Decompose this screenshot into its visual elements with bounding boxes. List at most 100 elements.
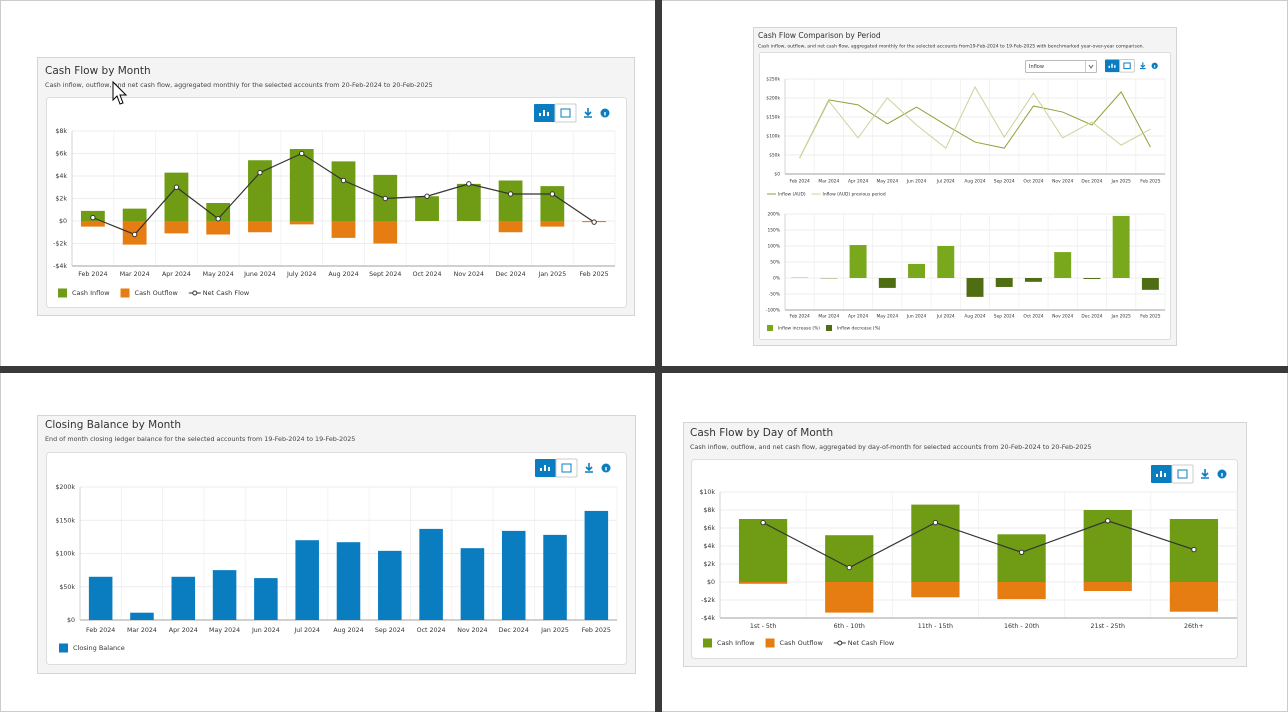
point [932, 519, 939, 526]
table-view-button[interactable] [1171, 464, 1194, 484]
x-tick-label: May 2024 [203, 271, 234, 278]
y-tick-label: 150% [767, 228, 780, 234]
point [424, 193, 430, 199]
bar [738, 582, 788, 584]
bar [738, 519, 788, 582]
panel-subtitle: End of month closing ledger balance for … [45, 435, 355, 443]
y-tick-label: $200k [55, 484, 75, 491]
legend-label: Closing Balance [73, 644, 125, 652]
table-view-button[interactable] [554, 103, 577, 123]
bar [164, 221, 189, 234]
y-tick-label: $6k [55, 151, 67, 158]
bar [825, 582, 874, 613]
bar [1083, 582, 1132, 591]
legend-swatch [826, 325, 833, 331]
y-tick-label: $8k [703, 507, 715, 514]
point [549, 191, 556, 197]
legend-swatch [703, 638, 712, 648]
line [799, 91, 1151, 159]
bar [911, 504, 960, 582]
point [1018, 549, 1025, 555]
x-tick-label: Mar 2024 [127, 627, 157, 634]
x-tick-label: Dec 2024 [1081, 179, 1102, 185]
table-view-button[interactable] [555, 458, 578, 478]
download-button[interactable] [1140, 62, 1146, 70]
icon [547, 112, 549, 116]
legend-swatch [58, 288, 67, 298]
icon [1156, 474, 1158, 477]
x-tick-label: Aug 2024 [333, 627, 363, 634]
point [1191, 546, 1197, 553]
x-tick-label: Apr 2024 [169, 627, 198, 634]
y-tick-label: $10k [699, 489, 715, 496]
bar [1112, 215, 1130, 278]
y-tick-label: $50k [769, 153, 780, 159]
legend-label: Inflow (AUD) previous period [823, 192, 886, 198]
mouse-cursor [112, 80, 128, 105]
y-tick-label: -$4k [701, 615, 715, 622]
bar [254, 578, 278, 620]
icon [1160, 471, 1162, 477]
legend-swatch [59, 643, 68, 653]
bar [501, 530, 526, 620]
icon [540, 468, 542, 471]
x-tick-label: Mar 2024 [818, 314, 839, 320]
point [173, 184, 180, 190]
x-tick-label: Feb 2024 [789, 314, 810, 320]
point [340, 177, 347, 184]
bar [1169, 582, 1219, 612]
download-button[interactable] [584, 108, 592, 118]
bar [248, 221, 272, 233]
legend-label: Cash Inflow [72, 289, 110, 297]
bar [122, 208, 147, 221]
y-tick-label: -$4k [53, 263, 67, 270]
download-button[interactable] [585, 463, 593, 473]
x-tick-label: Dec 2024 [1081, 314, 1102, 320]
download-button[interactable] [1201, 469, 1209, 479]
icon [539, 113, 541, 116]
y-tick-label: 200% [767, 212, 780, 218]
bar [206, 221, 231, 235]
bar [336, 542, 361, 620]
x-tick-label: Nov 2024 [1052, 179, 1073, 185]
icon [1154, 65, 1156, 68]
bar [911, 582, 960, 598]
legend-label: Cash Outflow [780, 639, 824, 647]
bar [1141, 278, 1159, 290]
point [760, 519, 766, 526]
bar [498, 180, 523, 221]
y-tick-label: $0 [67, 617, 75, 624]
x-tick-label: Sep 2024 [994, 179, 1015, 185]
bar [540, 186, 565, 221]
point [90, 214, 96, 221]
table-view-button[interactable] [1119, 59, 1135, 73]
point [215, 216, 221, 222]
y-tick-label: $4k [55, 173, 67, 180]
bar [212, 570, 237, 620]
bar [295, 540, 319, 620]
x-tick-label: 16th - 20th [1004, 623, 1039, 630]
icon [1123, 62, 1131, 70]
x-tick-label: Feb 2024 [78, 271, 107, 278]
point [1105, 518, 1111, 524]
y-tick-label: -$2k [53, 241, 67, 248]
legend-swatch [120, 288, 130, 298]
bar [378, 550, 402, 620]
dropdown-value: Inflow [1029, 64, 1044, 70]
legend-label: Cash Inflow [717, 639, 755, 647]
icon [548, 467, 550, 471]
legend-label: Net Cash Flow [203, 289, 250, 297]
x-tick-label: Jan 2025 [537, 271, 566, 278]
y-tick-label: $2k [55, 196, 67, 203]
y-tick-label: 0% [773, 276, 780, 282]
y-tick-label: -$2k [701, 597, 715, 604]
x-tick-label: June 2024 [243, 271, 276, 278]
x-tick-label: 21st - 25th [1090, 623, 1125, 630]
legend-point [192, 290, 198, 296]
x-tick-label: Jan 2025 [1110, 179, 1131, 185]
legend-point [837, 640, 843, 646]
line [762, 520, 1195, 569]
dropdown[interactable] [1025, 60, 1097, 73]
x-tick-label: Nov 2024 [1052, 314, 1073, 320]
x-tick-label: Aug 2024 [964, 179, 985, 185]
